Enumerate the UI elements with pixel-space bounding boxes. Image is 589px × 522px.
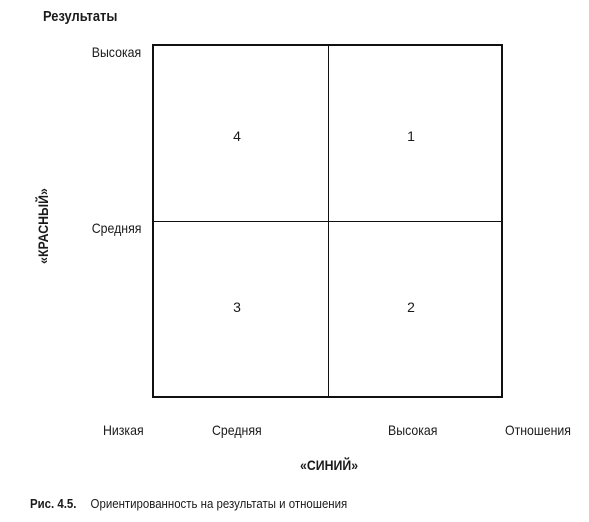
quadrant-bottom-right-label: 2	[407, 299, 415, 315]
y-axis-title: Результаты	[43, 8, 118, 25]
x-tick-high: Высокая	[388, 422, 438, 438]
x-axis-title: Отношения	[505, 422, 571, 438]
quadrant-bottom-left-label: 3	[233, 299, 241, 315]
y-tick-medium: Средняя	[91, 220, 141, 236]
x-tick-medium: Средняя	[212, 422, 262, 438]
y-tick-high: Высокая	[91, 44, 141, 60]
x-axis-name: «СИНИЙ»	[300, 457, 359, 473]
grid-horizontal-divider	[152, 221, 503, 222]
figure-caption: Рис. 4.5. Ориентированность на результаты…	[30, 496, 347, 511]
figure-caption-text: Ориентированность на результаты и отноше…	[90, 496, 348, 511]
x-tick-low: Низкая	[103, 422, 144, 438]
figure-number: Рис. 4.5.	[30, 496, 77, 511]
quadrant-top-right-label: 1	[407, 128, 415, 144]
quadrant-top-left-label: 4	[233, 128, 241, 144]
y-axis-name: «КРАСНЫЙ»	[35, 188, 51, 264]
